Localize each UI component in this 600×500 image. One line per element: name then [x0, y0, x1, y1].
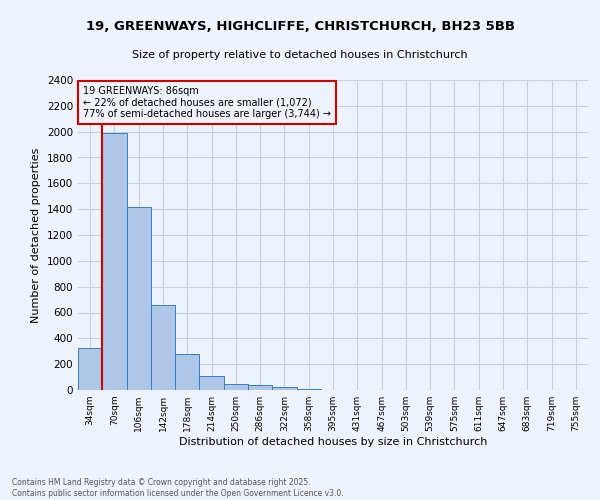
Bar	[127, 206, 151, 390]
Bar	[224, 384, 248, 390]
Bar	[296, 388, 321, 390]
Bar	[272, 387, 296, 390]
Text: 19 GREENWAYS: 86sqm
← 22% of detached houses are smaller (1,072)
77% of semi-det: 19 GREENWAYS: 86sqm ← 22% of detached ho…	[83, 86, 331, 120]
Bar	[151, 306, 175, 390]
X-axis label: Distribution of detached houses by size in Christchurch: Distribution of detached houses by size …	[179, 437, 487, 447]
Bar	[102, 133, 127, 390]
Bar	[175, 354, 199, 390]
Bar	[78, 348, 102, 390]
Text: Contains HM Land Registry data © Crown copyright and database right 2025.
Contai: Contains HM Land Registry data © Crown c…	[12, 478, 344, 498]
Bar	[248, 385, 272, 390]
Text: Size of property relative to detached houses in Christchurch: Size of property relative to detached ho…	[132, 50, 468, 60]
Y-axis label: Number of detached properties: Number of detached properties	[31, 148, 41, 322]
Text: 19, GREENWAYS, HIGHCLIFFE, CHRISTCHURCH, BH23 5BB: 19, GREENWAYS, HIGHCLIFFE, CHRISTCHURCH,…	[86, 20, 515, 33]
Bar	[199, 376, 224, 390]
